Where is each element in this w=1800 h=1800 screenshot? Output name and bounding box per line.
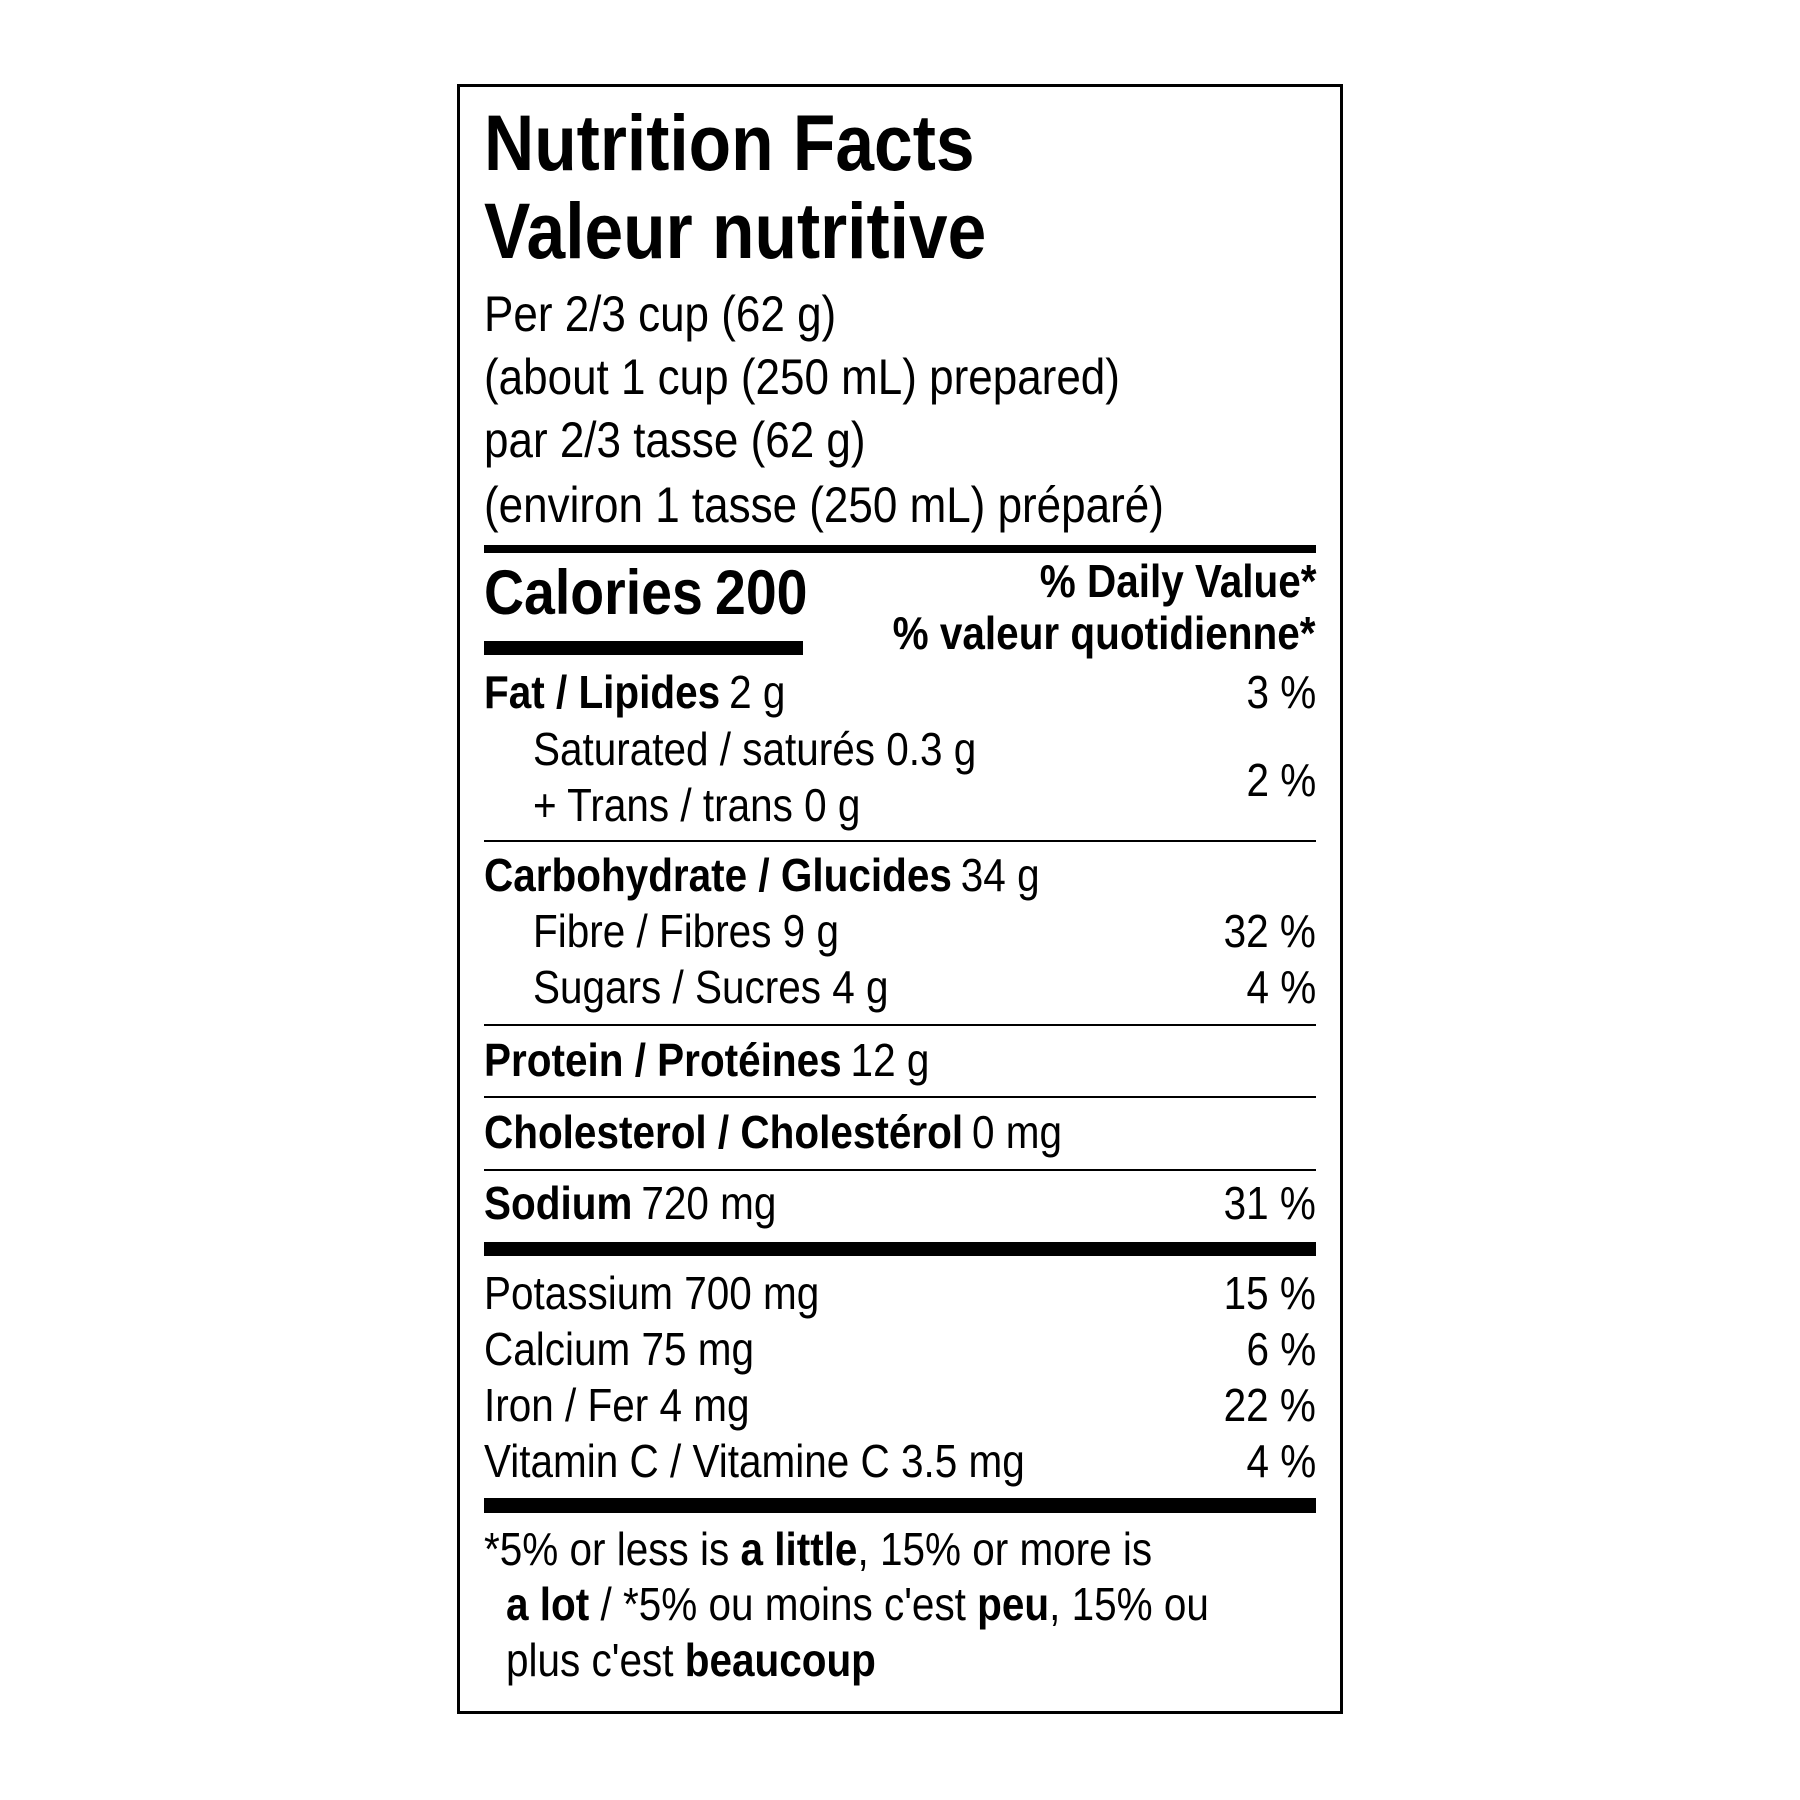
footnote-line: a lot / *5% ou moins c'est peu, 15% ou bbox=[506, 1581, 1209, 1627]
footnote-text: *5% or less is bbox=[484, 1522, 741, 1575]
footnote-text: beaucoup bbox=[684, 1633, 876, 1686]
daily-value: 31 % bbox=[1223, 1177, 1316, 1229]
serving: (about 1 cup (250 mL) prepared) bbox=[484, 349, 1120, 405]
sub-nutrient: + Trans / trans 0 g bbox=[533, 779, 861, 831]
thin-rule bbox=[484, 1169, 1316, 1171]
daily-value: 4 % bbox=[1246, 961, 1316, 1013]
footnote-text: , 15% or more is bbox=[857, 1522, 1153, 1575]
calories-label: Calories bbox=[484, 558, 703, 628]
nutrient-name: Sodium bbox=[484, 1177, 633, 1229]
title: Nutrition Facts bbox=[484, 98, 975, 187]
daily-value: 15 % bbox=[1223, 1266, 1316, 1319]
nutrient-name: Carbohydrate / Glucides bbox=[484, 849, 952, 901]
serving: (environ 1 tasse (250 mL) préparé) bbox=[484, 477, 1164, 533]
nutrient-row: Fat / Lipides 2 g bbox=[484, 669, 785, 715]
mineral-label: Calcium 75 mg bbox=[484, 1322, 754, 1375]
serving: par 2/3 tasse (62 g) bbox=[484, 412, 866, 468]
calories-value: 200 bbox=[714, 558, 808, 628]
thick-rule bbox=[484, 1498, 1316, 1513]
nutrient-amount: 720 mg bbox=[641, 1177, 777, 1229]
thick-rule bbox=[484, 1242, 1316, 1256]
daily-value: 3 % bbox=[1246, 666, 1316, 718]
daily-value: 4 % bbox=[1246, 1434, 1316, 1487]
footnote-line: plus c'est beaucoup bbox=[506, 1637, 876, 1683]
mineral-label: Vitamin C / Vitamine C 3.5 mg bbox=[484, 1434, 1025, 1487]
thin-rule bbox=[484, 1024, 1316, 1026]
daily-value: 6 % bbox=[1246, 1322, 1316, 1375]
dv-header: % valeur quotidienne* bbox=[893, 607, 1316, 659]
footnote-text: a little bbox=[740, 1522, 858, 1575]
nutrient-row: Carbohydrate / Glucides 34 g bbox=[484, 852, 1040, 898]
sub-nutrient: Sugars / Sucres 4 g bbox=[533, 961, 889, 1013]
nutrient-row: Protein / Protéines 12 g bbox=[484, 1037, 929, 1083]
nutrient-amount: 0 mg bbox=[972, 1106, 1062, 1158]
footnote-text: plus c'est bbox=[506, 1633, 685, 1686]
nutrient-name: Protein / Protéines bbox=[484, 1034, 842, 1086]
daily-value: 22 % bbox=[1223, 1378, 1316, 1431]
dv-header: % Daily Value* bbox=[1039, 555, 1316, 607]
nutrient-row: Sodium 720 mg bbox=[484, 1180, 776, 1226]
serving: Per 2/3 cup (62 g) bbox=[484, 286, 837, 342]
thin-rule bbox=[484, 1096, 1316, 1098]
nutrient-amount: 34 g bbox=[960, 849, 1040, 901]
footnote-line: *5% or less is a little, 15% or more is bbox=[484, 1526, 1152, 1572]
daily-value: 2 % bbox=[1246, 754, 1316, 806]
footnote-text: / *5% ou moins c'est bbox=[589, 1577, 978, 1630]
thick-rule bbox=[484, 545, 1316, 553]
title: Valeur nutritive bbox=[484, 186, 987, 275]
mineral-label: Iron / Fer 4 mg bbox=[484, 1378, 750, 1431]
calories: Calories 200 bbox=[484, 562, 807, 625]
nutrient-amount: 2 g bbox=[729, 666, 786, 718]
nutrient-row: Cholesterol / Cholestérol 0 mg bbox=[484, 1109, 1062, 1155]
label-border bbox=[457, 84, 1343, 1714]
sub-nutrient: Fibre / Fibres 9 g bbox=[533, 905, 839, 957]
calories-rule bbox=[484, 641, 803, 655]
sub-nutrient: Saturated / saturés 0.3 g bbox=[533, 723, 977, 775]
mineral-label: Potassium 700 mg bbox=[484, 1266, 820, 1319]
footnote-text: , 15% ou bbox=[1049, 1577, 1209, 1630]
daily-value: 32 % bbox=[1223, 905, 1316, 957]
nutrient-amount: 12 g bbox=[850, 1034, 930, 1086]
nutrient-name: Fat / Lipides bbox=[484, 666, 721, 718]
footnote-text: a lot bbox=[506, 1577, 590, 1630]
thin-rule bbox=[484, 840, 1316, 842]
nutrient-name: Cholesterol / Cholestérol bbox=[484, 1106, 964, 1158]
footnote-text: peu bbox=[977, 1577, 1050, 1630]
